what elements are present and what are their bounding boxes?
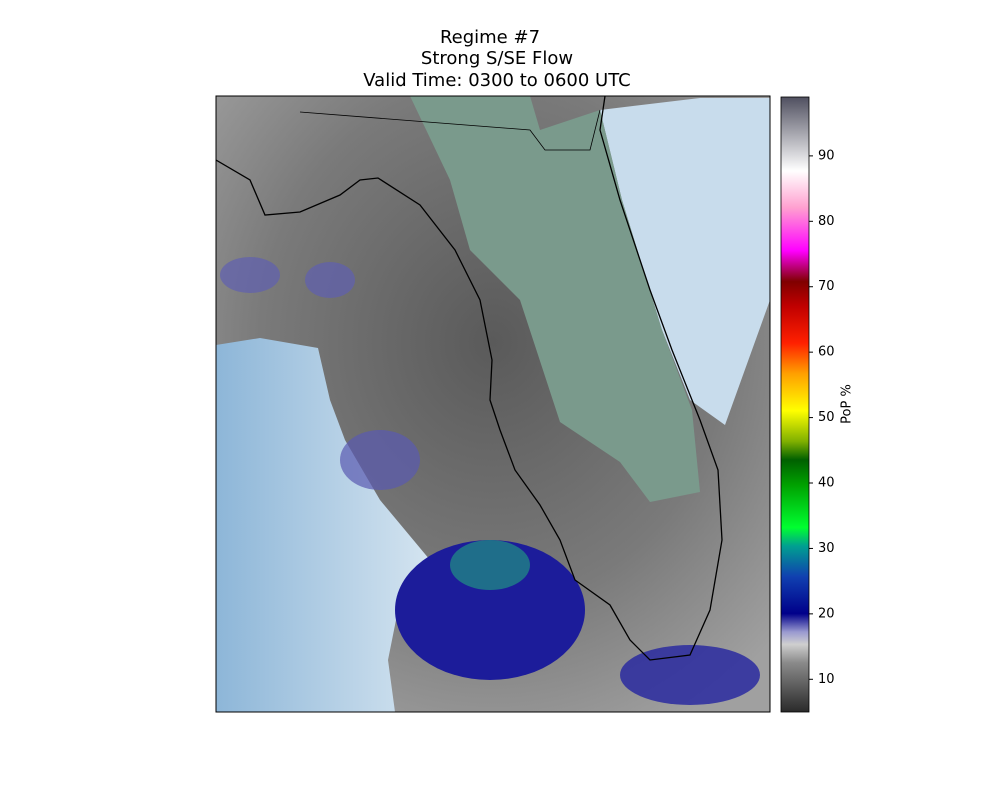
- state-border: [299, 109, 601, 151]
- colorbar: [780, 96, 810, 713]
- colorbar-label: PoP %: [840, 384, 855, 424]
- title-line: Valid Time: 0300 to 0600 UTC: [363, 70, 630, 91]
- colorbar-tick-label: 10: [818, 672, 835, 687]
- coastline: [216, 96, 723, 661]
- low-pop-region: [410, 96, 700, 502]
- colorbar-tick-label: 90: [818, 148, 835, 163]
- pop-area: [305, 262, 355, 298]
- pop-area: [395, 540, 585, 680]
- atlantic-water: [600, 98, 770, 425]
- pop-area: [450, 540, 530, 590]
- colorbar-tick-label: 60: [818, 345, 835, 360]
- map-frame: [215, 95, 771, 713]
- colorbar-tick-label: 70: [818, 279, 835, 294]
- pop-area: [220, 257, 280, 293]
- pop-area: [340, 430, 420, 490]
- title-line: Strong S/SE Flow: [421, 48, 573, 69]
- colorbar-tick-label: 40: [818, 476, 835, 491]
- colorbar-tick-label: 80: [818, 214, 835, 229]
- colorbar-tick-label: 20: [818, 606, 835, 621]
- gulf-water: [216, 338, 430, 712]
- colorbar-tick-label: 30: [818, 541, 835, 556]
- colorbar-tick-label: 50: [818, 410, 835, 425]
- title-line: Regime #7: [440, 27, 540, 48]
- colorbar-ticks: 10 20 30 40 50 60 70 80 90: [809, 148, 835, 687]
- map: [216, 96, 770, 712]
